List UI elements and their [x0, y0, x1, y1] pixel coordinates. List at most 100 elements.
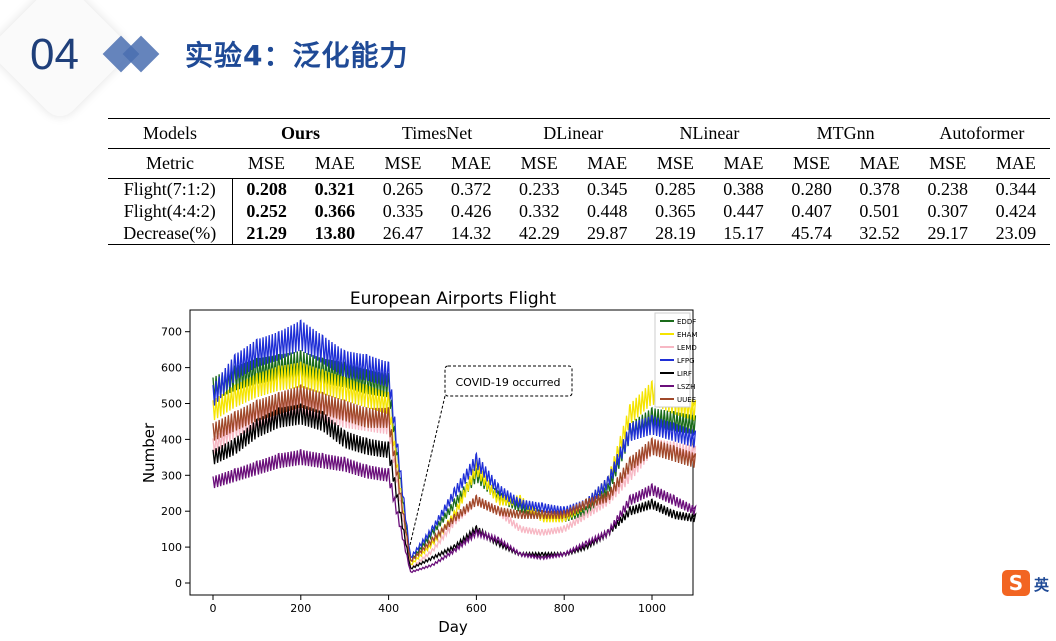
table-cell: 0.321: [314, 179, 356, 200]
annotation-box: [444, 365, 573, 397]
table-cell: 0.233: [518, 179, 560, 200]
metric-header: MAE: [995, 153, 1036, 173]
table-cell: 21.29: [246, 222, 287, 243]
row-label: Flight(4:4:2): [108, 200, 233, 223]
table-cell: 0.407: [791, 201, 832, 221]
models-label: Models: [143, 123, 197, 143]
table-cell: 0.285: [655, 179, 696, 200]
y-tick-label: 700: [161, 326, 182, 339]
series-line-LSZH: [212, 449, 697, 574]
table-cell: 14.32: [450, 222, 492, 243]
model-ours: Ours: [280, 123, 320, 143]
annotation-arrow: [409, 395, 446, 546]
table-cell: 0.366: [314, 201, 356, 221]
table-row: Flight(4:4:2) 0.252 0.366 0.335 0.426 0.332 0.…: [108, 200, 1050, 223]
model-name: TimesNet: [401, 123, 473, 143]
x-tick-label: 600: [466, 602, 487, 615]
section-number: 04: [30, 30, 79, 79]
table-cell: 0.280: [791, 179, 832, 200]
page-title: 实验4：泛化能力: [185, 39, 409, 72]
table-cell: 0.501: [859, 201, 900, 221]
y-tick-label: 400: [161, 433, 182, 446]
y-tick-label: 600: [161, 362, 182, 375]
chart-title: European Airports Flight: [350, 289, 557, 309]
x-tick-label: 200: [290, 602, 311, 615]
table-header-models: Models Ours TimesNet DLinear NLinear MTG…: [108, 118, 1050, 149]
table-cell: 0.426: [450, 201, 492, 221]
table-cell: 0.335: [382, 201, 424, 221]
table-cell: 0.307: [927, 201, 969, 221]
row-label: Flight(7:1:2): [108, 178, 233, 201]
table-cell: 0.332: [518, 201, 560, 221]
results-table: Models Ours TimesNet DLinear NLinear MTG…: [108, 118, 1050, 245]
table-cell: 42.29: [518, 222, 560, 243]
ime-language-toggle[interactable]: 英: [1034, 576, 1050, 594]
table-cell: 0.344: [995, 179, 1037, 200]
metric-header: MAE: [451, 153, 492, 173]
table-cell: 0.238: [927, 179, 969, 200]
table-cell: 13.80: [314, 222, 356, 243]
metric-label: Metric: [146, 153, 194, 173]
model-name: MTGnn: [816, 123, 875, 143]
model-name: NLinear: [679, 123, 740, 143]
model-name: DLinear: [543, 123, 604, 143]
x-tick-label: 1000: [638, 602, 666, 615]
x-tick-label: 400: [378, 602, 399, 615]
table-cell: 0.365: [655, 201, 696, 221]
legend-label: EDDF: [677, 318, 696, 326]
y-tick-label: 500: [161, 398, 182, 411]
table-cell: 45.74: [791, 222, 832, 243]
table-cell: 29.17: [927, 222, 969, 243]
y-tick-label: 200: [161, 505, 182, 518]
table-cell: 29.87: [587, 222, 628, 243]
row-label: Decrease(%): [108, 222, 233, 245]
table-header-metrics: Metric MSE MAE MSE MAE MSE MAE MSE MAE MSE MAE MSE…: [108, 148, 1050, 179]
x-tick-label: 0: [210, 602, 217, 615]
series-line-LIRF: [212, 403, 697, 570]
table-cell: 0.252: [246, 201, 287, 221]
table-cell: 0.345: [587, 179, 628, 200]
x-axis-label: Day: [438, 618, 468, 636]
y-tick-label: 0: [175, 577, 182, 590]
legend-label: EHAM: [677, 331, 698, 339]
series-line-LFPG: [212, 319, 697, 559]
table-row: Decrease(%) 21.29 13.80 26.47 14.32 42.29 29.8…: [108, 222, 1050, 245]
table-cell: 28.19: [655, 222, 696, 243]
table-cell: 0.265: [382, 179, 424, 200]
table-cell: 15.17: [723, 222, 764, 243]
table-cell: 0.448: [587, 201, 628, 221]
metric-header: MAE: [723, 153, 764, 173]
model-name: Autoformer: [939, 123, 1025, 143]
metric-header: MSE: [247, 153, 285, 173]
table-cell: 0.424: [995, 201, 1037, 221]
table-row: Flight(7:1:2) 0.208 0.321 0.265 0.372 0.233 0.…: [108, 178, 1050, 201]
metric-header: MAE: [587, 153, 628, 173]
series-line-UUEE: [212, 384, 697, 563]
table-cell: 0.447: [723, 201, 764, 221]
annotation-text: COVID-19 occurred: [455, 376, 560, 389]
metric-header: MAE: [859, 153, 900, 173]
metric-header: MSE: [929, 153, 967, 173]
metric-header: MAE: [314, 153, 355, 173]
legend-label: LFPG: [677, 357, 695, 365]
legend-label: LSZH: [677, 383, 695, 391]
table-cell: 23.09: [995, 222, 1037, 243]
table-cell: 0.208: [246, 179, 287, 200]
x-tick-label: 800: [554, 602, 575, 615]
legend-label: LEMD: [677, 344, 697, 352]
y-tick-label: 100: [161, 541, 182, 554]
series-line-EDDF: [212, 350, 697, 562]
table-cell: 0.388: [723, 179, 764, 200]
legend-label: LIRF: [677, 370, 692, 378]
table-cell: 32.52: [859, 222, 900, 243]
metric-header: MSE: [656, 153, 694, 173]
table-cell: 0.378: [859, 179, 900, 200]
table-cell: 0.372: [450, 179, 492, 200]
y-tick-label: 300: [161, 469, 182, 482]
y-axis-label: Number: [140, 422, 158, 483]
metric-header: MSE: [793, 153, 831, 173]
sogou-ime-icon[interactable]: S: [1002, 570, 1030, 596]
legend-label: UUEE: [677, 396, 696, 404]
table-cell: 26.47: [382, 222, 424, 243]
